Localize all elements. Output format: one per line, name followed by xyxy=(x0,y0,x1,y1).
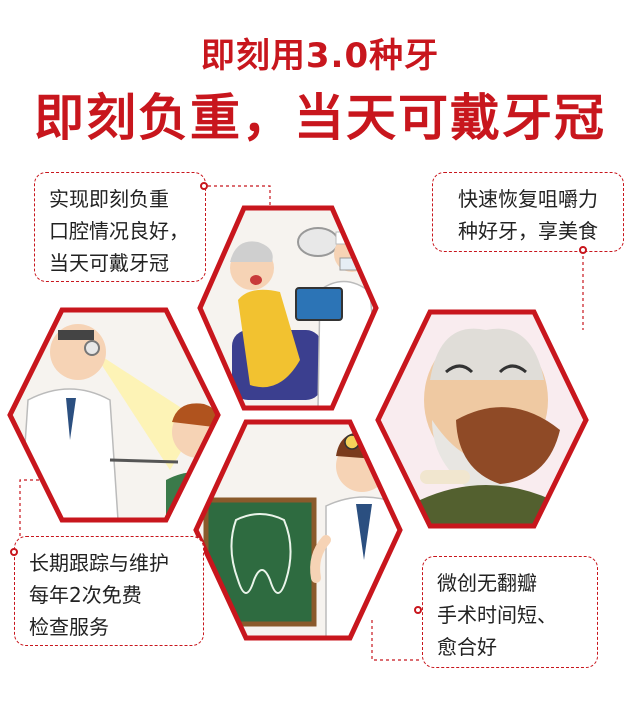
headline-line-2: 即刻负重，当天可戴牙冠 xyxy=(34,89,606,147)
callout-long-term-maintenance-line-3: 检查服务 xyxy=(29,615,109,639)
callout-immediate-loading-line-2: 口腔情况良好， xyxy=(49,219,189,243)
callout-connector-dot xyxy=(579,246,587,254)
callout-chewing-recovery: 快速恢复咀嚼力 种好牙，享美食 xyxy=(432,172,624,252)
callout-connector-dot xyxy=(10,548,18,556)
callout-connector-dot xyxy=(200,182,208,190)
callout-minimally-invasive-line-2: 手术时间短、 xyxy=(437,603,557,627)
callout-chewing-recovery-line-1: 快速恢复咀嚼力 xyxy=(458,187,598,211)
headline-line-1: 即刻用3.0种牙 xyxy=(200,36,440,76)
callout-immediate-loading-line-1: 实现即刻负重 xyxy=(49,187,169,211)
callout-immediate-loading: 实现即刻负重 口腔情况良好， 当天可戴牙冠 xyxy=(34,172,206,282)
callout-long-term-maintenance-line-1: 长期跟踪与维护 xyxy=(29,551,169,575)
callout-long-term-maintenance-line-2: 每年2次免费 xyxy=(29,583,142,607)
callout-minimally-invasive-line-3: 愈合好 xyxy=(437,635,497,659)
callout-chewing-recovery-line-2: 种好牙，享美食 xyxy=(458,219,598,243)
callout-minimally-invasive-line-1: 微创无翻瓣 xyxy=(437,571,537,595)
hex-bottom-chalkboard xyxy=(193,419,403,641)
callout-connector-dot xyxy=(414,606,422,614)
callout-long-term-maintenance: 长期跟踪与维护 每年2次免费 检查服务 xyxy=(14,536,204,646)
callout-immediate-loading-line-3: 当天可戴牙冠 xyxy=(49,251,169,275)
hex-top-dentist xyxy=(197,205,379,411)
callout-minimally-invasive: 微创无翻瓣 手术时间短、 愈合好 xyxy=(422,556,598,668)
hex-right-eating xyxy=(375,309,589,529)
hex-left-examination xyxy=(7,307,221,523)
